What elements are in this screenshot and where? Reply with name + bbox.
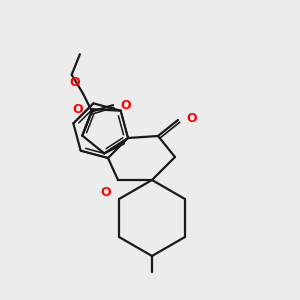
Text: O: O xyxy=(186,112,196,125)
Text: O: O xyxy=(120,99,131,112)
Text: O: O xyxy=(100,186,111,199)
Text: O: O xyxy=(69,76,80,88)
Text: O: O xyxy=(73,103,83,116)
